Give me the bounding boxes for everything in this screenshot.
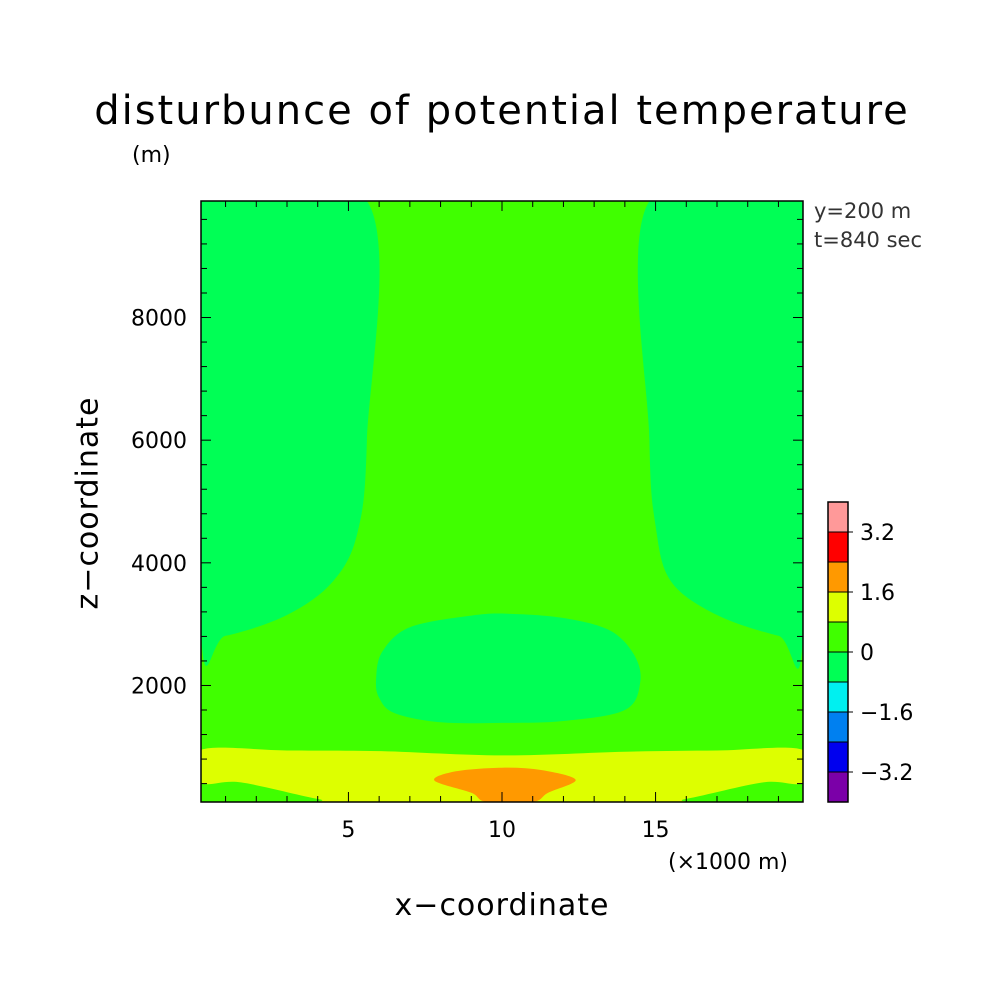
y-axis-label: z−coordinate bbox=[70, 396, 106, 610]
colorbar-label: 1.6 bbox=[860, 581, 895, 606]
colorbar-swatch bbox=[827, 531, 849, 563]
x-tick-label: 5 bbox=[341, 818, 355, 843]
y-tick-label: 4000 bbox=[131, 552, 187, 577]
title-unit: (m) bbox=[132, 143, 171, 168]
y-tick-label: 8000 bbox=[131, 307, 187, 332]
colorbar-label: −3.2 bbox=[860, 761, 913, 786]
info-time: t=840 sec bbox=[814, 228, 922, 252]
colorbar-label: −1.6 bbox=[860, 701, 913, 726]
chart-title: disturbunce of potential temperature bbox=[94, 88, 910, 134]
colorbar-swatch bbox=[827, 561, 849, 593]
x-tick-label: 15 bbox=[642, 818, 670, 843]
contour-region-center-negative-blob bbox=[375, 613, 641, 724]
contour-region-right-upper-negative bbox=[637, 201, 803, 669]
contour-region-left-upper-negative bbox=[201, 201, 380, 666]
y-tick-label: 6000 bbox=[131, 429, 187, 454]
colorbar-swatch bbox=[827, 621, 849, 653]
colorbar-swatch bbox=[827, 771, 849, 803]
colorbar-swatch bbox=[827, 651, 849, 683]
x-tick-label: 10 bbox=[488, 818, 516, 843]
colorbar-label: 0 bbox=[860, 641, 874, 666]
colorbar-swatch bbox=[827, 501, 849, 533]
colorbar-label: 3.2 bbox=[860, 521, 895, 546]
y-tick-label: 2000 bbox=[131, 674, 187, 699]
colorbar-swatch bbox=[827, 711, 849, 743]
colorbar-swatch bbox=[827, 681, 849, 713]
info-y-position: y=200 m bbox=[814, 199, 912, 223]
x-axis-unit: (×1000 m) bbox=[668, 850, 789, 875]
x-axis-label: x−coordinate bbox=[394, 888, 610, 923]
contour-region-bottom-warm-core bbox=[434, 767, 576, 802]
colorbar-swatch bbox=[827, 741, 849, 773]
colorbar-swatch bbox=[827, 591, 849, 623]
